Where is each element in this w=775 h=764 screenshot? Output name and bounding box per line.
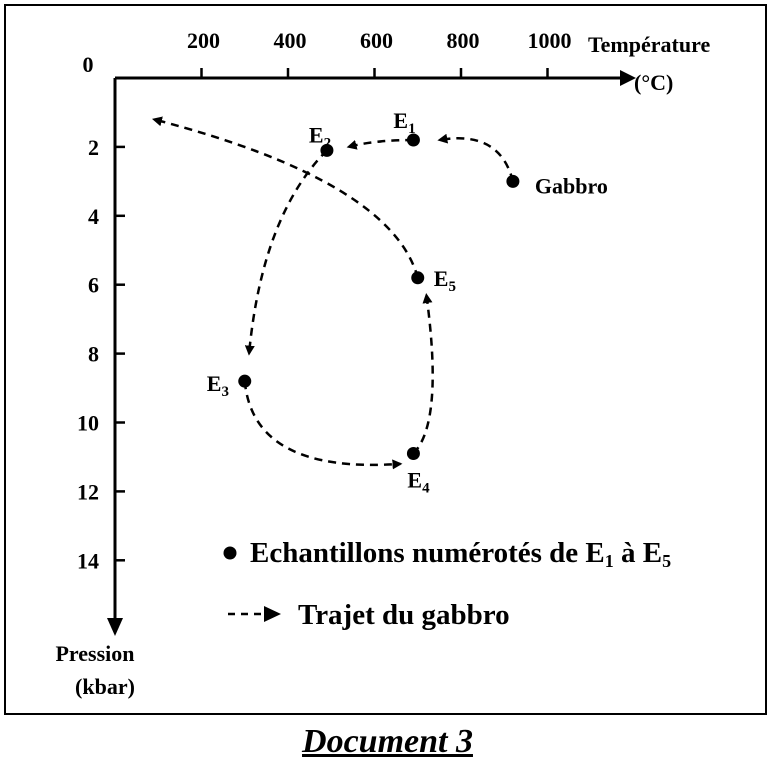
legend-samples-sub1: 1 — [605, 551, 614, 571]
legend-samples-text-main: Echantillons numérotés de E — [250, 537, 605, 569]
legend-sample-marker — [223, 546, 237, 560]
path-segment-gabbro-to-e1 — [437, 133, 515, 182]
y-tick-label: 6 — [88, 273, 99, 298]
sample-point-e3 — [238, 374, 252, 388]
sample-label-sub: 2 — [324, 135, 332, 151]
y-axis-arrow — [107, 618, 123, 636]
legend-samples-mid: à E — [614, 537, 662, 569]
sample-label-sub: 5 — [448, 279, 456, 295]
axes — [107, 70, 636, 636]
y-tick-label: 2 — [88, 135, 99, 160]
x-ticks: 200 400 600 800 1000 — [187, 28, 572, 78]
sample-label-e1: E1 — [393, 108, 415, 137]
legend-samples-sub2: 5 — [662, 551, 671, 571]
sample-label-main: E — [393, 108, 408, 133]
sample-label-main: E — [434, 266, 449, 291]
sample-label-main: E — [207, 371, 222, 396]
sample-label-sub: 4 — [422, 481, 430, 497]
legend-samples-text: Echantillons numérotés de E1 à E5 — [250, 537, 671, 571]
y-tick-label: 8 — [88, 342, 99, 367]
legend: Echantillons numérotés de E1 à E5 Trajet… — [223, 537, 671, 631]
sample-label-e3: E3 — [207, 371, 229, 400]
sample-point-e2 — [320, 143, 334, 157]
x-axis-arrow — [620, 70, 636, 86]
legend-path-text: Trajet du gabbro — [298, 599, 510, 631]
x-tick-label: 800 — [447, 28, 480, 53]
sample-point-e4 — [406, 447, 420, 461]
y-axis-label: Pression — [55, 641, 134, 666]
x-tick-label: 400 — [274, 28, 307, 53]
sample-label-sub: 3 — [221, 384, 229, 400]
origin-label: 0 — [83, 52, 94, 77]
x-axis-label: Température — [588, 32, 710, 57]
path-segment-e2-to-e3 — [244, 149, 328, 356]
path-segment-e4-to-e5 — [412, 293, 434, 455]
path-segment-e3-to-e4 — [243, 381, 403, 470]
path-segment-e5-to-end — [151, 116, 419, 279]
sample-label-sub: 1 — [408, 121, 416, 137]
x-axis-unit: (°C) — [634, 70, 673, 95]
sample-label-gabbro: Gabbro — [535, 173, 608, 198]
y-tick-label: 4 — [88, 204, 99, 229]
sample-label-main: E — [407, 468, 422, 493]
gabbro-path — [151, 116, 515, 470]
y-tick-label: 14 — [77, 548, 99, 573]
sample-point-e5 — [411, 271, 425, 285]
document-title: Document 3 — [302, 723, 473, 760]
y-tick-label: 10 — [77, 411, 99, 436]
path-segment-e1-to-e2 — [346, 138, 414, 150]
sample-label-e4: E4 — [407, 468, 430, 497]
sample-label-e2: E2 — [309, 122, 331, 151]
y-ticks: 2 4 6 8 10 12 14 — [77, 135, 125, 573]
x-tick-label: 200 — [187, 28, 220, 53]
sample-point-gabbro — [506, 174, 520, 188]
sample-label-main: E — [309, 122, 324, 147]
sample-label-e5: E5 — [434, 266, 456, 295]
y-tick-label: 12 — [77, 479, 99, 504]
legend-path-arrow — [264, 606, 281, 622]
sample-label-main: Gabbro — [535, 173, 608, 198]
y-axis-unit: (kbar) — [75, 674, 135, 699]
sample-point-e1 — [406, 133, 420, 147]
figure-frame — [4, 4, 767, 715]
x-tick-label: 600 — [360, 28, 393, 53]
x-tick-label: 1000 — [528, 28, 572, 53]
